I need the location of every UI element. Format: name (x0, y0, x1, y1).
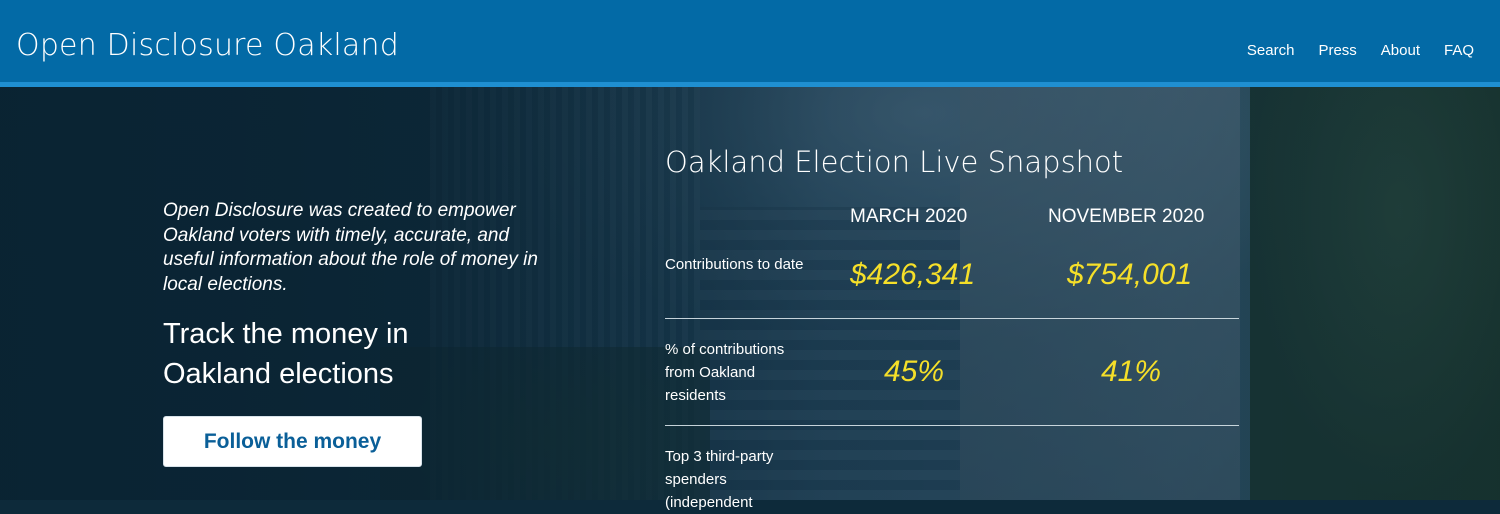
nav-press[interactable]: Press (1318, 42, 1357, 59)
snapshot-divider (665, 318, 1239, 319)
nav-about[interactable]: About (1380, 42, 1420, 59)
hero-tagline: Open Disclosure was created to empower O… (163, 200, 538, 295)
nav-faq[interactable]: FAQ (1443, 42, 1474, 59)
top-nav: Search Press About FAQ (1247, 42, 1474, 59)
header-accent-strip (0, 82, 1500, 87)
site-brand[interactable]: Open Disclosure Oakland (16, 28, 399, 63)
snapshot-title: Oakland Election Live Snapshot (665, 145, 1124, 179)
hero-section (0, 87, 1500, 500)
value-contributions-march: $426,341 (850, 258, 976, 291)
row-label-oakland-residents: % of contributions from Oakland resident… (665, 341, 785, 404)
column-header-november-2020: NOVEMBER 2020 (1048, 206, 1205, 227)
follow-the-money-button[interactable]: Follow the money (163, 416, 422, 467)
value-oakland-residents-november: 41% (1101, 355, 1162, 388)
snapshot-divider (665, 425, 1239, 426)
hero-headline: Track the money in Oakland elections (163, 318, 409, 390)
row-label-third-party-spenders: Top 3 third-party spenders (independent (665, 448, 774, 511)
column-header-march-2020: MARCH 2020 (850, 206, 968, 227)
value-contributions-november: $754,001 (1067, 258, 1193, 291)
site-header: Open Disclosure Oakland Search Press Abo… (0, 0, 1500, 82)
value-oakland-residents-march: 45% (884, 355, 945, 388)
nav-search[interactable]: Search (1246, 42, 1295, 59)
row-label-contributions: Contributions to date (665, 256, 804, 273)
